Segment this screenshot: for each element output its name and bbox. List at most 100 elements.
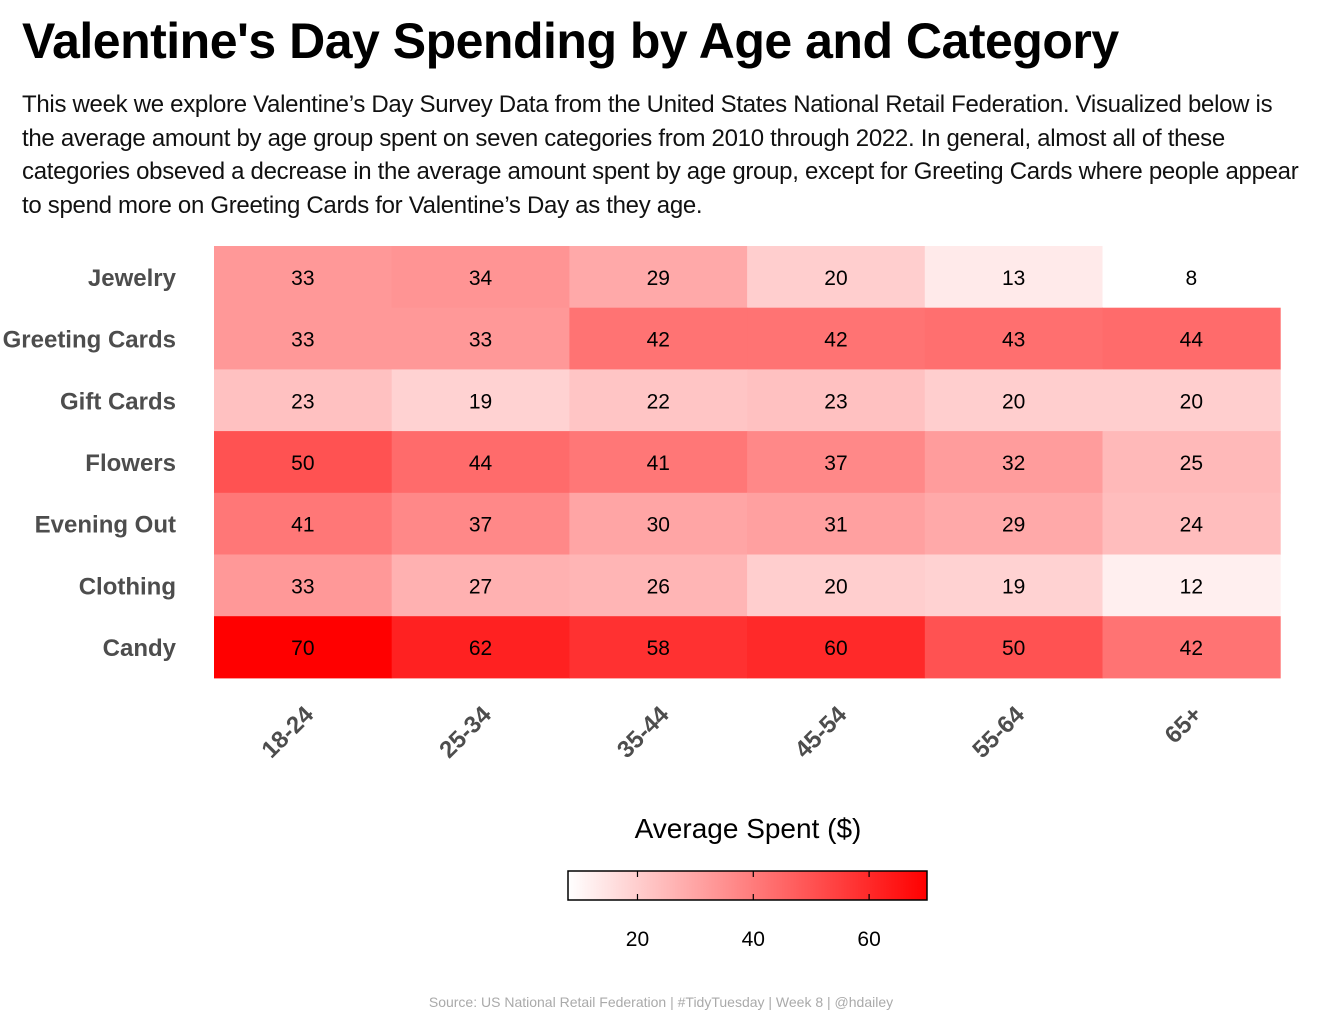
x-tick-label: 45-54	[790, 701, 853, 764]
cell-value-label: 43	[1002, 329, 1025, 352]
cell-value-label: 19	[469, 390, 492, 413]
heatmap-cell	[214, 616, 393, 679]
heatmap-cell	[1102, 369, 1281, 432]
cell-value-label: 31	[824, 514, 847, 537]
heatmap-cell	[924, 246, 1103, 309]
cell-value-label: 30	[647, 514, 670, 537]
cell-value-label: 33	[291, 267, 314, 290]
heatmap-cell	[569, 369, 748, 432]
cell-value-label: 41	[291, 514, 314, 537]
heatmap-cell	[924, 307, 1103, 370]
cell-value-label: 29	[647, 267, 670, 290]
cell-value-label: 32	[1002, 452, 1025, 475]
cell-value-label: 62	[469, 637, 492, 660]
heatmap-cell	[1102, 307, 1281, 370]
cell-value-label: 33	[469, 329, 492, 352]
legend-colorbar	[567, 870, 928, 901]
heatmap-cell	[214, 307, 393, 370]
y-tick-label: Jewelry	[88, 265, 177, 292]
heatmap-cells: 33 34 29 20 13 8 33 33 42 42 43 44 23 19 22 23 20 20 50 44 4…	[214, 246, 1281, 679]
cell-value-label: 44	[469, 452, 493, 475]
cell-value-label: 42	[647, 329, 670, 352]
heatmap-cell	[747, 246, 926, 309]
x-tick-label: 55-64	[967, 701, 1030, 764]
cell-value-label: 23	[291, 390, 314, 413]
heatmap-cell	[924, 492, 1103, 555]
cell-value-label: 41	[647, 452, 670, 475]
heatmap-cell	[214, 246, 393, 309]
heatmap-cell	[747, 307, 926, 370]
cell-value-label: 50	[291, 452, 314, 475]
heatmap-cell	[1102, 616, 1281, 679]
cell-value-label: 29	[1002, 514, 1025, 537]
cell-value-label: 34	[469, 267, 493, 290]
cell-value-label: 19	[1002, 575, 1025, 598]
x-tick-label: 65+	[1160, 701, 1208, 749]
color-legend: Average Spent ($) 20 40 60	[567, 813, 928, 951]
heatmap-cell	[391, 616, 570, 679]
heatmap-cell	[214, 369, 393, 432]
heatmap-cell	[569, 616, 748, 679]
legend-title: Average Spent ($)	[635, 813, 862, 844]
heatmap-cell	[391, 307, 570, 370]
cell-value-label: 58	[647, 637, 670, 660]
heatmap-cell	[391, 369, 570, 432]
cell-value-label: 20	[824, 575, 847, 598]
heatmap-cell	[747, 431, 926, 494]
cell-value-label: 37	[824, 452, 847, 475]
x-tick-label: 18-24	[257, 701, 320, 764]
legend-ticks: 20 40 60	[626, 871, 881, 951]
y-axis-labels: Jewelry Greeting Cards Gift Cards Flowers Ev…	[3, 265, 177, 662]
cell-value-label: 50	[1002, 637, 1025, 660]
cell-value-label: 33	[291, 575, 314, 598]
legend-tick-label: 60	[857, 928, 880, 951]
source-caption: Source: US National Retail Federation | …	[428, 994, 894, 1010]
heatmap-cell	[1102, 431, 1281, 494]
heatmap-cell	[391, 554, 570, 617]
x-tick-label: 35-44	[612, 701, 675, 764]
cell-value-label: 20	[1002, 390, 1025, 413]
heatmap-cell	[214, 554, 393, 617]
cell-value-label: 27	[469, 575, 492, 598]
y-tick-label: Clothing	[79, 573, 176, 600]
cell-value-label: 60	[824, 637, 847, 660]
heatmap-cell	[214, 492, 393, 555]
cell-value-label: 12	[1180, 575, 1203, 598]
heatmap-cell	[569, 492, 748, 555]
cell-value-label: 33	[291, 329, 314, 352]
cell-value-label: 24	[1180, 514, 1204, 537]
chart-title: Valentine's Day Spending by Age and Cate…	[22, 13, 1119, 69]
heatmap-cell	[214, 431, 393, 494]
heatmap-cell	[569, 307, 748, 370]
heatmap-cell	[1102, 492, 1281, 555]
heatmap-cell	[924, 431, 1103, 494]
cell-value-label: 44	[1180, 329, 1204, 352]
cell-value-label: 20	[824, 267, 847, 290]
heatmap-cell	[924, 554, 1103, 617]
cell-value-label: 37	[469, 514, 492, 537]
cell-value-label: 42	[1180, 637, 1203, 660]
cell-value-label: 70	[291, 637, 314, 660]
cell-value-label: 8	[1186, 267, 1198, 290]
heatmap-cell	[1102, 554, 1281, 617]
cell-value-label: 23	[824, 390, 847, 413]
y-tick-label: Evening Out	[35, 512, 176, 539]
y-tick-label: Greeting Cards	[3, 327, 176, 354]
heatmap-cell	[924, 616, 1103, 679]
heatmap-cell	[924, 369, 1103, 432]
heatmap-cell	[569, 431, 748, 494]
cell-value-label: 25	[1180, 452, 1203, 475]
heatmap-cell	[391, 492, 570, 555]
legend-tick-label: 40	[742, 928, 765, 951]
x-tick-label: 25-34	[434, 701, 497, 764]
heatmap-cell	[391, 431, 570, 494]
heatmap-cell	[1102, 246, 1281, 309]
heatmap-cell	[569, 246, 748, 309]
cell-value-label: 13	[1002, 267, 1025, 290]
y-tick-label: Gift Cards	[60, 388, 176, 415]
heatmap-cell	[391, 246, 570, 309]
heatmap-cell	[747, 492, 926, 555]
heatmap-cell	[747, 554, 926, 617]
legend-tick-label: 20	[626, 928, 649, 951]
